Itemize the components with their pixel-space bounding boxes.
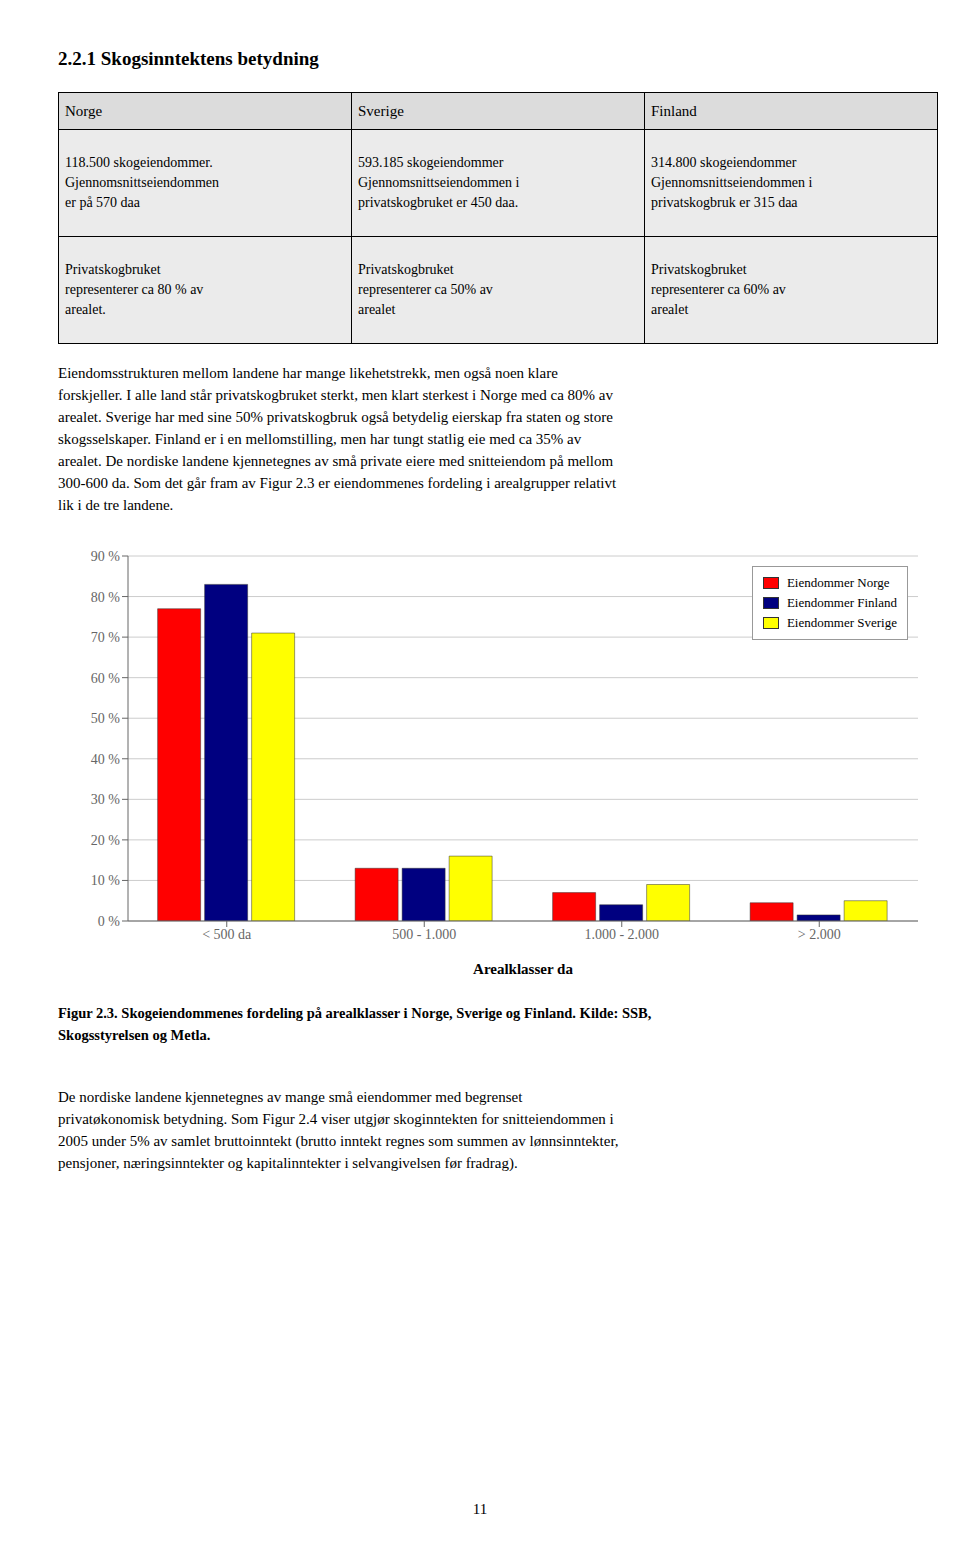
svg-text:Arealklasser da: Arealklasser da (473, 961, 573, 977)
html-text:314.800 skogeiendommer Gjennom: 314.800 skogeiendommer Gjennomsnittseien… (651, 155, 813, 210)
svg-text:1.000 - 2.000: 1.000 - 2.000 (584, 927, 659, 942)
html-text:Eiendomsstrukturen mellom land: Eiendomsstrukturen mellom landene har ma… (58, 365, 617, 513)
html-text:Privatskogbruket representerer: Privatskogbruket representerer ca 80 % a… (65, 262, 204, 317)
svg-text:90 %: 90 % (91, 549, 121, 564)
svg-text:0 %: 0 % (98, 914, 121, 929)
svg-text:40 %: 40 % (91, 752, 121, 767)
svg-text:500 - 1.000: 500 - 1.000 (392, 927, 456, 942)
html-text:2.2.1 Skogsinntektens betydnin: 2.2.1 Skogsinntektens betydning (58, 48, 319, 69)
html-text:Eiendommer Sverige: Eiendommer Sverige (786, 615, 897, 630)
html-text:11: 11 (472, 1501, 488, 1517)
html-text:593.185 skogeiendommer Gjennom: 593.185 skogeiendommer Gjennomsnittseien… (358, 155, 520, 210)
svg-text:10 %: 10 % (91, 873, 121, 888)
html-text:Privatskogbruket representerer: Privatskogbruket representerer ca 50% av… (358, 262, 493, 317)
svg-text:30 %: 30 % (91, 792, 121, 807)
html-text:Privatskogbruket representerer: Privatskogbruket representerer ca 60% av… (651, 262, 786, 317)
html-text:Finland: Finland (651, 103, 697, 119)
svg-text:50 %: 50 % (91, 711, 121, 726)
html-text:Figur 2.3. Skogeiendommenes fo: Figur 2.3. Skogeiendommenes fordeling på… (58, 1005, 652, 1043)
svg-text:60 %: 60 % (91, 671, 121, 686)
html-text:Eiendommer Norge: Eiendommer Norge (786, 575, 890, 590)
html-text:Eiendommer Finland: Eiendommer Finland (786, 595, 897, 610)
svg-text:80 %: 80 % (91, 590, 121, 605)
html-text:Sverige: Sverige (358, 103, 404, 119)
html-text:118.500 skogeiendommer. Gjenno: 118.500 skogeiendommer. Gjennomsnittseie… (65, 155, 219, 210)
svg-text:70 %: 70 % (91, 630, 121, 645)
svg-text:20 %: 20 % (91, 833, 121, 848)
svg-text:< 500 da: < 500 da (202, 927, 252, 942)
svg-text:> 2.000: > 2.000 (798, 927, 841, 942)
html-text:De nordiske landene kjennetegn: De nordiske landene kjennetegnes av mang… (58, 1089, 619, 1171)
html-text:Norge: Norge (65, 103, 103, 119)
